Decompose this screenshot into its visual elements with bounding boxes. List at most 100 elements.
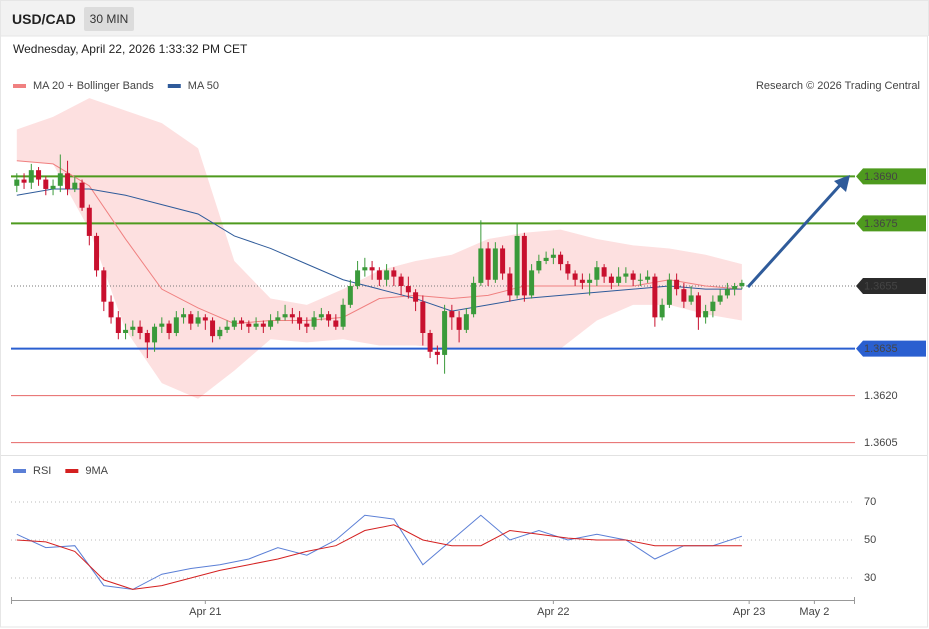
forecast-arrow (746, 175, 850, 289)
legend-label: MA 50 (188, 80, 219, 92)
candle-body (86, 207, 92, 236)
candle-body (623, 273, 629, 277)
candle-body (652, 276, 658, 318)
candle-body (94, 235, 100, 271)
header-bar: USD/CAD 30 MIN (0, 0, 929, 36)
legend-swatch (65, 469, 79, 473)
rsi-panel: RSI 9MA 70 50 30 Apr 21 Apr 22 Apr 23 May 2 (11, 465, 876, 618)
candle-body (376, 270, 382, 280)
x-tick-label: Apr 21 (189, 606, 221, 618)
candle-body (246, 323, 252, 327)
candle-body (231, 320, 237, 327)
candle-body (601, 267, 607, 277)
level-label: 1.3605 (864, 437, 898, 449)
candle-body (355, 270, 361, 287)
candle-body (152, 326, 158, 343)
candle-body (565, 264, 571, 274)
candle-body (456, 317, 462, 330)
arrow-head (834, 175, 850, 192)
candle-body (50, 185, 56, 189)
candle-body (724, 289, 730, 296)
candle-body (268, 320, 274, 327)
level-label-box (856, 168, 926, 185)
ma-line (16, 188, 742, 312)
candle-body (659, 304, 665, 318)
candle-body (137, 326, 143, 333)
candle-body (304, 323, 310, 327)
candle-body (587, 279, 593, 283)
candle-body (427, 333, 433, 352)
candle-body (275, 317, 281, 321)
candle-body (224, 326, 230, 330)
candle-body (36, 170, 42, 180)
candle-body (442, 311, 448, 355)
level-label: 1.3635 (864, 343, 898, 355)
candle-body (188, 314, 194, 324)
legend-swatch (167, 84, 181, 88)
candle-body (72, 182, 78, 189)
credit: Research © 2026 Trading Central (756, 80, 920, 92)
candle-body (123, 329, 129, 333)
candle-body (529, 270, 535, 296)
symbol: USD/CAD (12, 11, 76, 27)
candle-body (195, 317, 201, 324)
candle-body (492, 248, 498, 280)
level-label: 1.3690 (864, 171, 898, 183)
frame (0, 35, 928, 628)
candle-body (282, 314, 288, 318)
candle-body (144, 333, 150, 343)
candle-body (347, 286, 353, 305)
y-tick-label: 70 (864, 496, 876, 508)
x-tick-label: May 2 (799, 606, 829, 618)
candle-body (384, 270, 390, 280)
level-label: 1.3620 (864, 390, 898, 402)
rsi-line (16, 524, 742, 590)
candle-body (471, 282, 477, 315)
candle-body (413, 292, 419, 302)
candle-body (369, 267, 375, 271)
candle-body (391, 270, 397, 277)
candle-body (115, 317, 121, 333)
candle-body (217, 329, 223, 337)
candle-body (318, 314, 324, 318)
candle-body (210, 320, 216, 337)
timeframe-button[interactable]: 30 MIN (84, 7, 134, 31)
candle-body (260, 323, 266, 327)
candle-body (297, 317, 303, 324)
candle-body (79, 182, 85, 208)
arrow-shaft (746, 181, 844, 289)
candle-body (181, 314, 187, 318)
legend-label: 9MA (85, 465, 108, 477)
candle-body (253, 323, 259, 327)
candle-body (572, 273, 578, 280)
candle-body (405, 286, 411, 293)
x-tick-label: Apr 22 (537, 606, 569, 618)
candle-body (558, 254, 564, 265)
candle-body (543, 257, 549, 261)
candle-body (340, 304, 346, 327)
x-tick-label: Apr 23 (733, 606, 765, 618)
candle-body (21, 179, 27, 183)
candle-body (579, 279, 585, 283)
candle-body (333, 320, 339, 327)
level-label-box (856, 340, 926, 357)
candle-body (732, 286, 738, 290)
candle-body (637, 279, 643, 281)
candle-body (362, 267, 368, 271)
legend-swatch (13, 84, 26, 88)
candle-body (478, 248, 484, 283)
candle-body (43, 179, 49, 189)
candle-body (645, 276, 651, 280)
candle-body (159, 323, 165, 327)
candle-body (550, 254, 556, 258)
candle-body (65, 173, 71, 189)
candle-body (666, 279, 672, 305)
candle-body (521, 235, 527, 296)
candle-body (434, 351, 440, 355)
y-tick-label: 50 (864, 534, 876, 546)
candle-body (326, 314, 332, 321)
level-label: 1.3655 (864, 280, 898, 292)
y-tick-label: 30 (864, 572, 876, 584)
level-label-box (856, 278, 926, 295)
